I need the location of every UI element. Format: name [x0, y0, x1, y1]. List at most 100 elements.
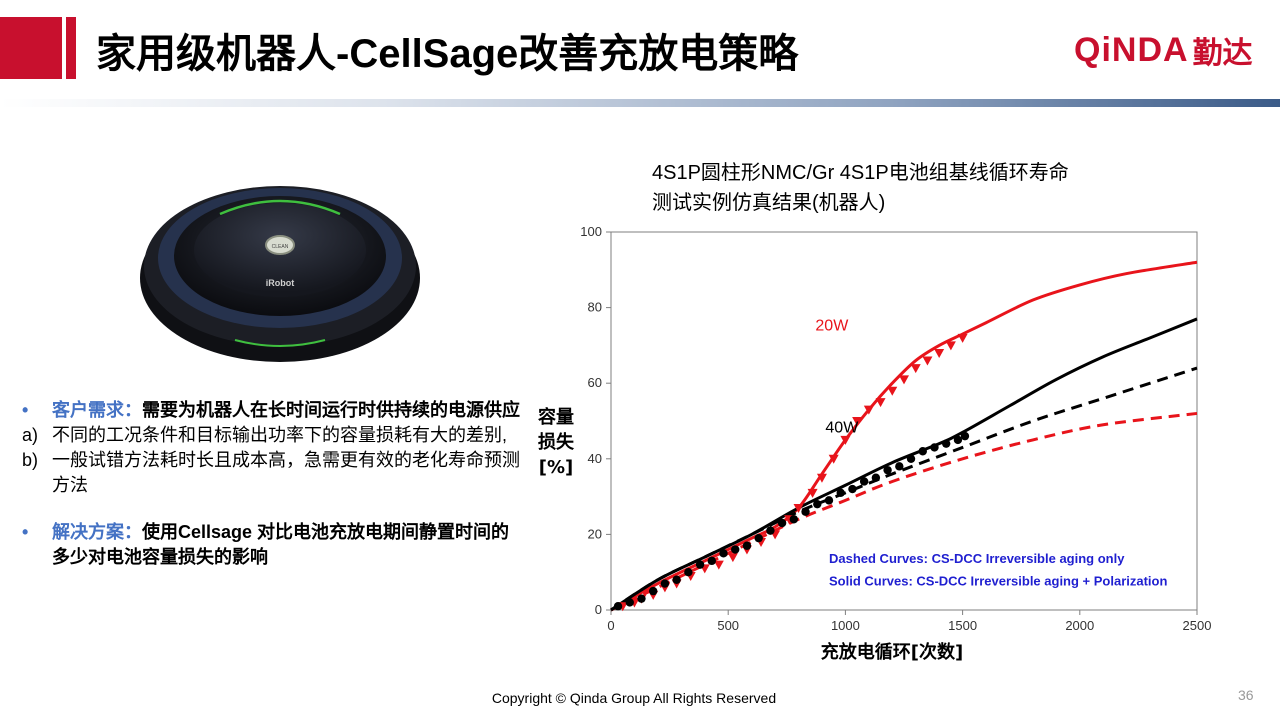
series-20w-point [957, 333, 968, 343]
y-tick-label: 80 [588, 300, 602, 315]
series-40w-point [941, 439, 951, 448]
solution-text: 使用Cellsage 对比电池充放电期间静置时间的多少对电池容量损失的影响 [52, 522, 510, 567]
series-20w-point [816, 473, 827, 483]
chart-title: 4S1P圆柱形NMC/Gr 4S1P电池组基线循环寿命 测试实例仿真结果(机器人… [652, 158, 1069, 218]
requirement-text: 需要为机器人在长时间运行时供持续的电源供应 [142, 400, 520, 420]
series-40w-point [625, 598, 634, 607]
series-20w-point [727, 553, 738, 563]
series-40w-point [754, 533, 763, 543]
series-20w-point [713, 560, 724, 570]
x-tick-label: 500 [717, 618, 739, 633]
series-40w-point [813, 499, 822, 509]
series-20w-point [793, 503, 804, 513]
series-20w-point [887, 386, 898, 396]
sub-mark-b: b) [22, 450, 39, 470]
page-number: 36 [1238, 687, 1254, 703]
legend-solid: Solid Curves: CS-DCC Irreversible aging … [829, 573, 1168, 588]
series-40w-point [613, 602, 623, 611]
series-20w-point [899, 375, 909, 385]
series-40w-point [695, 560, 705, 569]
robot-brand-label: iRobot [266, 278, 295, 288]
footer-copyright: Copyright © Qinda Group All Rights Reser… [491, 690, 777, 706]
series-20w-point [840, 435, 851, 445]
series-20w-dashed-line [610, 411, 1198, 612]
page-title: 家用级机器人-CellSage改善充放电策略 [96, 32, 799, 76]
bullet-item-solution: • 解决方案：使用Cellsage 对比电池充放电期间静置时间的多少对电池容量损… [22, 520, 522, 570]
x-tick-label: 2500 [1183, 618, 1212, 633]
series-40w-point [672, 575, 681, 584]
y-axis-label: 容量 [538, 406, 574, 428]
y-axis-label: 损失 [538, 431, 575, 453]
series-40w-point [906, 454, 916, 463]
x-tick-label: 1500 [948, 618, 977, 633]
x-axis-label: 充放电循环[次数] [821, 641, 963, 663]
y-axis-label: [%] [539, 457, 574, 478]
y-tick-label: 20 [588, 526, 602, 541]
series-40w-point [648, 586, 658, 596]
series-40w-point [684, 568, 693, 577]
sub-item-a: a) 不同的工况条件和目标输出功率下的容量损耗有大的差别, [22, 423, 522, 448]
series-20w-solid-line [610, 260, 1198, 612]
series-40w-point [859, 477, 869, 486]
robot-button-label: CLEAN [272, 244, 289, 250]
series-20w-point [863, 405, 874, 415]
x-tick-label: 1000 [831, 618, 860, 633]
series-20w-point [828, 454, 839, 464]
bullet-dot: • [22, 522, 29, 542]
chart-title-line1: 4S1P圆柱形NMC/Gr 4S1P电池组基线循环寿命 [652, 162, 1069, 184]
header-red-bar [66, 17, 76, 79]
header-divider [0, 99, 1280, 107]
chart-title-line2: 测试实例仿真结果(机器人) [652, 192, 886, 214]
series-20w-point [934, 348, 945, 358]
capacity-loss-chart: 0 500 1000 1500 2000 2500 0 20 40 60 80 100 20W 40W Da… [538, 224, 1212, 663]
sub-mark-a: a) [22, 425, 39, 445]
y-tick-label: 0 [595, 602, 602, 617]
series-40w-point [895, 462, 904, 471]
bullet-dot: • [22, 400, 29, 420]
series-40w-point [766, 526, 775, 535]
bullet-item-requirement: • 客户需求：需要为机器人在长时间运行时供持续的电源供应 [22, 398, 522, 423]
legend-dashed: Dashed Curves: CS-DCC Irreversible aging… [829, 551, 1125, 566]
series-40w-point [953, 435, 963, 445]
series-40w-point [918, 447, 927, 456]
series-40w-point [801, 507, 810, 516]
annotation-20w: 20W [815, 317, 849, 334]
solution-label: 解决方案： [52, 522, 142, 542]
series-40w-point [930, 443, 939, 452]
series-20w-point [910, 364, 921, 374]
series-40w-point [742, 541, 752, 550]
logo-cn: 勤达 [1192, 36, 1253, 71]
sub-text-a: 不同的工况条件和目标输出功率下的容量损耗有大的差别, [52, 425, 507, 445]
y-tick-label: 100 [580, 224, 602, 239]
plot-frame [610, 231, 1198, 611]
series-20w-point [852, 417, 863, 426]
y-tick-label: 60 [588, 375, 602, 390]
series-40w-point [871, 473, 881, 482]
x-tick-label: 2000 [1065, 618, 1094, 633]
robot-vacuum-image: CLEAN iRobot [140, 186, 420, 362]
company-logo: QiNDA 勤达 [1074, 30, 1253, 72]
series-40w-point [731, 545, 740, 554]
sub-text-b: 一般试错方法耗时长且成本高，急需更有效的老化寿命预测方法 [52, 450, 520, 495]
series-40w-point [719, 549, 728, 558]
bullet-list: • 客户需求：需要为机器人在长时间运行时供持续的电源供应 a) 不同的工况条件和… [22, 398, 522, 570]
header-red-block [0, 17, 62, 79]
series-40w-point [848, 484, 857, 494]
series-40w-point [637, 594, 646, 603]
series-40w-point [660, 579, 670, 588]
sub-item-b: b) 一般试错方法耗时长且成本高，急需更有效的老化寿命预测方法 [22, 448, 522, 498]
y-tick-label: 40 [588, 451, 602, 466]
series-40w-point [777, 518, 787, 528]
series-20w-point [807, 488, 818, 498]
logo-text: QiNDA [1074, 30, 1189, 69]
annotation-40w: 40W [825, 419, 859, 436]
series-20w-point [922, 356, 933, 366]
series-40w-point [836, 488, 845, 498]
series-40w-point [707, 556, 716, 566]
series-40w-point [960, 431, 970, 441]
series-40w-point [883, 465, 892, 475]
requirement-label: 客户需求： [52, 400, 142, 420]
series-40w-point [824, 496, 834, 505]
series-20w-point [875, 398, 886, 408]
series-40w-point [789, 515, 799, 524]
